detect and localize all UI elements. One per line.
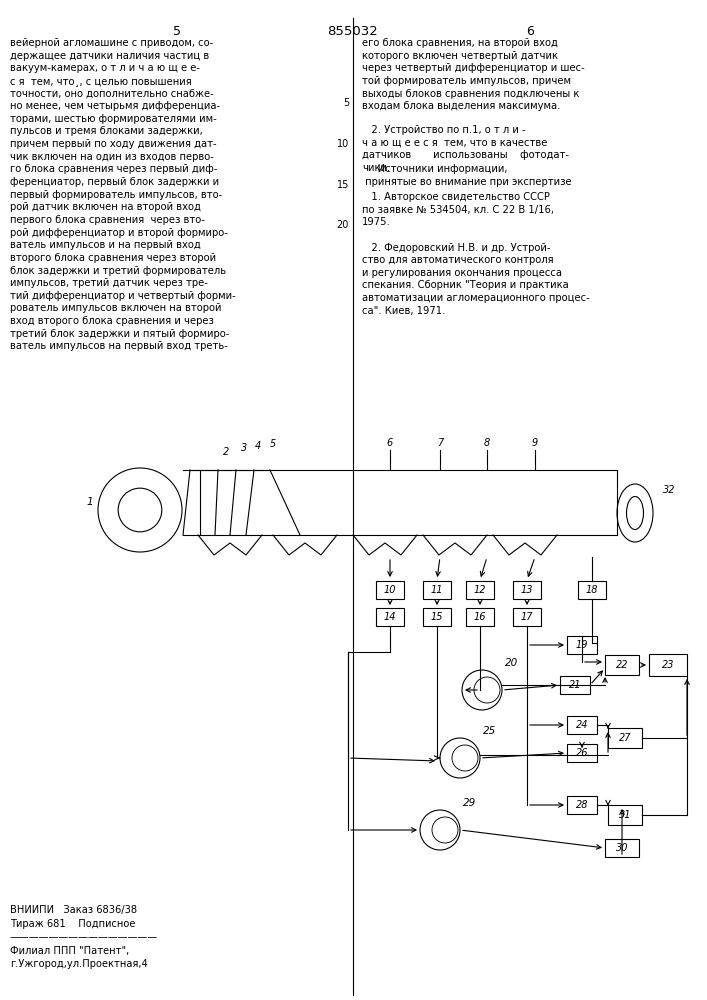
Text: 12: 12: [474, 585, 486, 595]
Text: 1. Авторское свидетельство СССР
по заявке № 534504, кл. С 22 В 1/16,
1975.

   2: 1. Авторское свидетельство СССР по заявк…: [362, 192, 590, 316]
Text: 18: 18: [586, 585, 598, 595]
Text: 22: 22: [616, 660, 629, 670]
Text: 5: 5: [173, 25, 181, 38]
Text: 23: 23: [662, 660, 674, 670]
Text: ВНИИПИ   Заказ 6836/38
Тираж 681    Подписное
———————————————
Филиал ППП "Патент: ВНИИПИ Заказ 6836/38 Тираж 681 Подписное…: [10, 905, 158, 969]
Bar: [567, 716, 597, 734]
Text: 14: 14: [384, 612, 396, 622]
Text: 10: 10: [337, 139, 349, 149]
Text: 31: 31: [619, 810, 631, 820]
Text: 25: 25: [483, 726, 496, 736]
Bar: [560, 676, 590, 694]
Bar: [376, 608, 404, 626]
Text: 3: 3: [241, 443, 247, 453]
Text: 20: 20: [505, 658, 518, 668]
Text: Источники информации,
 принятые во внимание при экспертизе: Источники информации, принятые во вниман…: [362, 164, 572, 187]
Text: 1: 1: [87, 497, 93, 507]
Bar: [423, 581, 451, 599]
Bar: [649, 654, 687, 676]
Text: 10: 10: [384, 585, 396, 595]
Text: 21: 21: [568, 680, 581, 690]
Text: 855032: 855032: [327, 25, 378, 38]
Text: 24: 24: [575, 720, 588, 730]
Text: 13: 13: [521, 585, 533, 595]
Text: 11: 11: [431, 585, 443, 595]
Bar: [567, 636, 597, 654]
Text: 30: 30: [616, 843, 629, 853]
Bar: [567, 796, 597, 814]
Text: 29: 29: [463, 798, 477, 808]
Text: его блока сравнения, на второй вход
которого включен четвертый датчик
через четв: его блока сравнения, на второй вход кото…: [362, 38, 585, 111]
Bar: [608, 728, 642, 748]
Bar: [567, 744, 597, 762]
Text: 20: 20: [337, 220, 349, 230]
Text: 5: 5: [343, 98, 349, 108]
Text: 2: 2: [223, 447, 229, 457]
Bar: [605, 655, 639, 675]
Text: 15: 15: [431, 612, 443, 622]
Text: 6: 6: [526, 25, 534, 38]
Text: вейерной агломашине с приводом, со-
держащее датчики наличия частиц в
вакуум-кам: вейерной агломашине с приводом, со- держ…: [10, 38, 235, 351]
Text: 26: 26: [575, 748, 588, 758]
Bar: [608, 805, 642, 825]
Bar: [466, 581, 494, 599]
Bar: [513, 608, 541, 626]
Text: 9: 9: [532, 438, 538, 448]
Bar: [578, 581, 606, 599]
Text: 15: 15: [337, 180, 349, 190]
Bar: [513, 581, 541, 599]
Text: 7: 7: [437, 438, 443, 448]
Bar: [605, 839, 639, 857]
Bar: [466, 608, 494, 626]
Text: 16: 16: [474, 612, 486, 622]
Bar: [376, 581, 404, 599]
Text: 28: 28: [575, 800, 588, 810]
Text: 8: 8: [484, 438, 490, 448]
Text: 4: 4: [255, 441, 261, 451]
Text: 6: 6: [387, 438, 393, 448]
Bar: [423, 608, 451, 626]
Text: 19: 19: [575, 640, 588, 650]
Text: 32: 32: [663, 485, 675, 495]
Text: 2. Устройство по п.1, о т л и -
ч а ю щ е е с я  тем, что в качестве
датчиков   : 2. Устройство по п.1, о т л и - ч а ю щ …: [362, 125, 569, 173]
Text: 5: 5: [270, 439, 276, 449]
Text: 27: 27: [619, 733, 631, 743]
Text: 17: 17: [521, 612, 533, 622]
